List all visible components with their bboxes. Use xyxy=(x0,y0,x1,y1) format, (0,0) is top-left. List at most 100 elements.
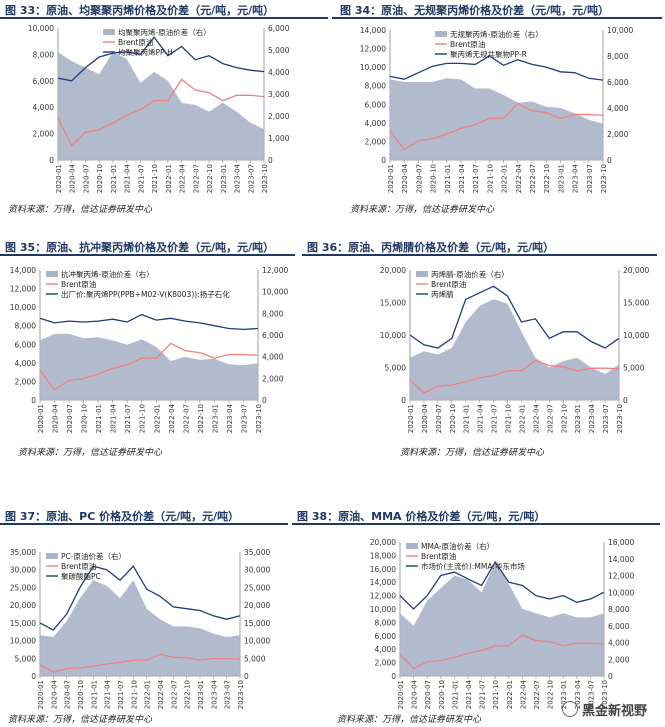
chart-34: 0 2,000 4,000 6,000 8,000 10,000 12,000 14,000 0… xyxy=(360,26,634,193)
y-right-tick-label: 3,000 xyxy=(268,90,290,99)
y-left-tick-label: 0 xyxy=(31,396,36,405)
x-tick-label: 2023-10 xyxy=(261,164,269,193)
x-tick-label: 2022-01 xyxy=(506,680,514,709)
y-left-tick-label: 0 xyxy=(391,672,396,681)
y-left-tick-label: 16,000 xyxy=(370,565,396,574)
chart-panel-35: 图 35：原油、抗冲聚丙烯价格及价差（元/吨，元/吨） 0 2,000 4,000 6… xyxy=(0,237,300,462)
y-right-tick-label: 2,000 xyxy=(607,130,629,139)
x-tick-label: 2022-04 xyxy=(519,679,527,709)
x-tick-label: 2020-10 xyxy=(438,680,446,709)
x-tick-label: 2021-07 xyxy=(117,680,125,709)
y-left-tick-label: 10,000 xyxy=(28,24,54,33)
y-right-tick-label: 0 xyxy=(268,156,273,165)
x-tick-label: 2023-01 xyxy=(557,164,565,193)
chart-title: 图 34：原油、无规聚丙烯价格及价差（元/吨，元/吨） xyxy=(340,4,610,17)
x-tick-label: 2022-01 xyxy=(153,404,161,433)
y-right-tick-label: 10,000 xyxy=(244,637,270,646)
series-line xyxy=(399,634,605,670)
source-note: 资料来源：万得，信达证券研发中心 xyxy=(400,448,545,458)
y-left-tick-label: 4,000 xyxy=(375,645,397,654)
x-tick-label: 2021-04 xyxy=(110,403,118,433)
x-tick-label: 2022-10 xyxy=(560,404,568,433)
x-tick-label: 2021-01 xyxy=(451,680,459,709)
legend-label: Brent原油 xyxy=(118,37,153,47)
chart-35: 0 2,000 4,000 6,000 8,000 10,000 12,000 14,000 0… xyxy=(10,266,289,433)
x-tick-label: 2020-01 xyxy=(37,680,45,709)
y-left-tick-label: 14,000 xyxy=(10,266,36,275)
y-right-tick-label: 0 xyxy=(623,396,628,405)
x-tick-label: 2023-10 xyxy=(255,404,263,433)
x-tick-label: 2021-07 xyxy=(124,404,132,433)
x-tick-label: 2022-07 xyxy=(529,164,537,193)
y-right-tick-label: 4,000 xyxy=(607,104,629,113)
x-tick-label: 2023-01 xyxy=(560,680,568,709)
legend-label: 聚碳酸酯PC xyxy=(61,571,101,581)
y-left-tick-label: 15,000 xyxy=(380,299,406,308)
y-left-tick-label: 10,000 xyxy=(380,331,406,340)
series-line xyxy=(39,342,259,391)
y-right-tick-label: 0 xyxy=(244,672,249,681)
x-tick-label: 2022-04 xyxy=(157,679,165,709)
series-line xyxy=(409,359,620,394)
watermark: 黑金新视野 xyxy=(561,700,647,719)
legend-swatch xyxy=(103,29,115,35)
chart-title: 图 36：原油、丙烯腈价格及价差（元/吨，元/吨） xyxy=(307,241,555,254)
y-right-tick-label: 0 xyxy=(608,672,613,681)
series-area xyxy=(390,78,603,160)
y-left-tick-label: 2,000 xyxy=(375,659,397,668)
source-note: 资料来源：万得，信达证券研发中心 xyxy=(8,715,153,725)
y-right-tick-label: 20,000 xyxy=(623,266,649,275)
y-right-tick-label: 1,000 xyxy=(268,134,290,143)
x-tick-label: 2021-01 xyxy=(463,404,471,433)
x-tick-label: 2023-04 xyxy=(572,163,580,193)
series-line xyxy=(57,36,265,82)
y-right-tick-label: 5,000 xyxy=(268,46,290,55)
title-rule xyxy=(302,254,657,256)
x-tick-label: 2023-04 xyxy=(234,163,242,193)
x-tick-label: 2022-01 xyxy=(165,164,173,193)
chart-panel-33: 图 33：原油、均聚聚丙烯价格及价差（元/吨，元/吨） 0 2,000 4,000 6… xyxy=(0,0,330,225)
chart-panel-37: 图 37：原油、PC 价格及价差（元/吨，元/吨） 0 5,000 10,000 15… xyxy=(0,506,290,727)
series-line xyxy=(39,565,241,631)
x-tick-label: 2020-10 xyxy=(77,680,85,709)
x-tick-label: 2023-04 xyxy=(226,403,234,433)
x-tick-label: 2020-04 xyxy=(52,403,60,433)
y-left-tick-label: 5,000 xyxy=(385,364,407,373)
y-right-tick-label: 4,000 xyxy=(262,353,284,362)
y-left-tick-label: 0 xyxy=(381,156,386,165)
y-left-tick-label: 6,000 xyxy=(33,77,55,86)
x-tick-label: 2021-07 xyxy=(479,680,487,709)
legend-label: 抗冲聚丙烯-原油价差（右） xyxy=(61,269,154,279)
chart-panel-38: 图 38：原油、MMA 价格及价差（元/吨，元/吨） 0 2,000 4,000 6,… xyxy=(292,506,665,727)
y-left-tick-label: 4,000 xyxy=(365,119,387,128)
x-tick-label: 2021-07 xyxy=(137,164,145,193)
x-tick-label: 2022-10 xyxy=(206,164,214,193)
y-left-tick-label: 2,000 xyxy=(15,377,37,386)
y-left-tick-label: 0 xyxy=(31,672,36,681)
series-area xyxy=(410,299,619,400)
x-tick-label: 2023-07 xyxy=(247,164,255,193)
legend-label: 丙烯腈-原油价差（右） xyxy=(431,269,509,279)
y-right-tick-label: 6,000 xyxy=(607,78,629,87)
series-line xyxy=(409,285,620,349)
y-right-tick-label: 15,000 xyxy=(244,619,270,628)
x-tick-label: 2020-10 xyxy=(449,404,457,433)
y-left-tick-label: 8,000 xyxy=(33,50,55,59)
x-tick-label: 2021-07 xyxy=(491,404,499,433)
y-left-tick-label: 0 xyxy=(401,396,406,405)
y-right-tick-label: 2,000 xyxy=(608,655,630,664)
legend-swatch xyxy=(46,553,58,559)
y-right-tick-label: 6,000 xyxy=(268,24,290,33)
x-tick-label: 2022-04 xyxy=(515,163,523,193)
y-left-tick-label: 20,000 xyxy=(370,538,396,547)
title-rule xyxy=(332,17,662,19)
y-left-tick-label: 12,000 xyxy=(10,285,36,294)
x-tick-label: 2023-01 xyxy=(574,404,582,433)
series-line xyxy=(39,313,259,331)
x-tick-label: 2021-04 xyxy=(124,163,132,193)
x-tick-label: 2023-10 xyxy=(237,680,245,709)
x-tick-label: 2021-01 xyxy=(90,680,98,709)
y-right-tick-label: 15,000 xyxy=(623,299,649,308)
wechat-logo-icon xyxy=(561,701,578,717)
y-left-tick-label: 6,000 xyxy=(365,100,387,109)
